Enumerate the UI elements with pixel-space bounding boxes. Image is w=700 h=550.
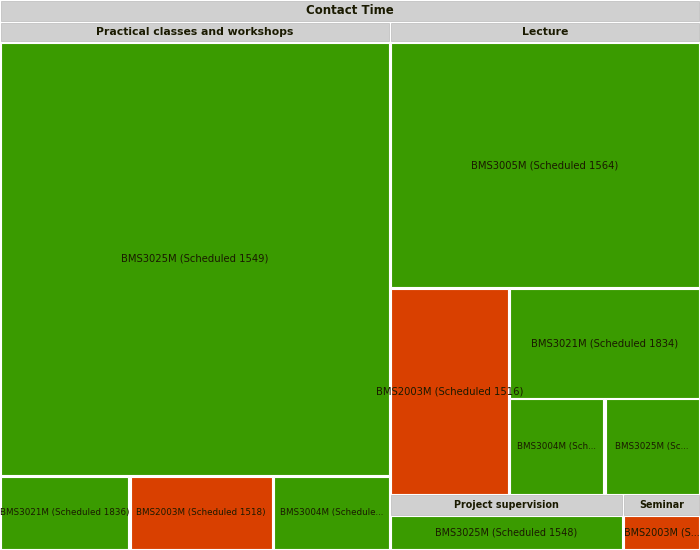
FancyBboxPatch shape <box>1 43 389 475</box>
Text: Contact Time: Contact Time <box>306 4 394 18</box>
FancyBboxPatch shape <box>624 516 699 549</box>
Text: Lecture: Lecture <box>522 27 568 37</box>
Text: Project supervision: Project supervision <box>454 500 559 510</box>
Text: BMS3004M (Schedule...: BMS3004M (Schedule... <box>280 508 383 518</box>
FancyBboxPatch shape <box>1 1 699 21</box>
Text: BMS3005M (Scheduled 1564): BMS3005M (Scheduled 1564) <box>471 160 619 170</box>
Text: BMS3025M (Sc...: BMS3025M (Sc... <box>615 442 689 451</box>
Text: BMS3025M (Scheduled 1548): BMS3025M (Scheduled 1548) <box>435 527 578 538</box>
FancyBboxPatch shape <box>274 476 389 549</box>
FancyBboxPatch shape <box>391 43 699 287</box>
FancyBboxPatch shape <box>606 399 699 494</box>
FancyBboxPatch shape <box>131 476 272 549</box>
Text: Practical classes and workshops: Practical classes and workshops <box>97 27 293 37</box>
Text: Seminar: Seminar <box>639 500 684 510</box>
FancyBboxPatch shape <box>1 23 389 41</box>
Text: BMS3004M (Sch...: BMS3004M (Sch... <box>517 442 596 451</box>
Text: BMS2003M (Scheduled 1518): BMS2003M (Scheduled 1518) <box>136 508 266 518</box>
FancyBboxPatch shape <box>1 476 129 549</box>
FancyBboxPatch shape <box>391 516 622 549</box>
FancyBboxPatch shape <box>624 495 699 515</box>
Text: BMS2003M (S...: BMS2003M (S... <box>624 527 699 538</box>
FancyBboxPatch shape <box>391 23 699 41</box>
FancyBboxPatch shape <box>391 289 508 494</box>
Text: BMS3021M (Scheduled 1836): BMS3021M (Scheduled 1836) <box>0 508 130 518</box>
Text: BMS3021M (Scheduled 1834): BMS3021M (Scheduled 1834) <box>531 338 678 348</box>
FancyBboxPatch shape <box>510 399 603 494</box>
Text: BMS2003M (Scheduled 1516): BMS2003M (Scheduled 1516) <box>376 386 523 397</box>
FancyBboxPatch shape <box>510 289 699 398</box>
Text: BMS3025M (Scheduled 1549): BMS3025M (Scheduled 1549) <box>121 254 269 264</box>
FancyBboxPatch shape <box>391 495 622 515</box>
